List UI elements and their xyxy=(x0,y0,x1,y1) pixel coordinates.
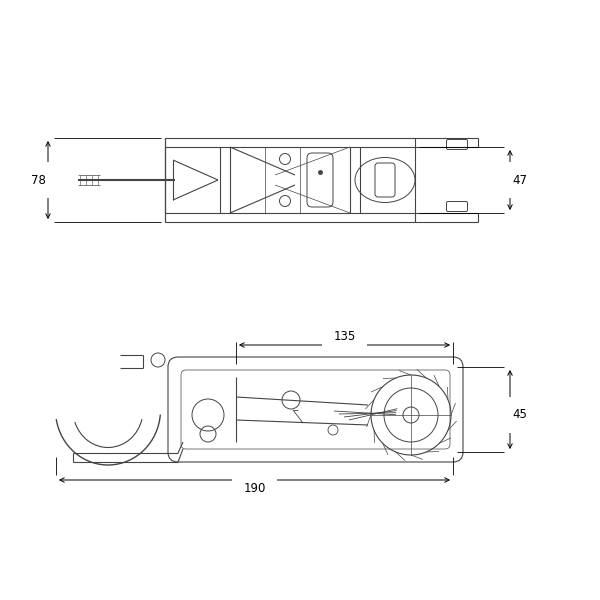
Text: 45: 45 xyxy=(512,409,527,421)
Text: 190: 190 xyxy=(244,482,266,496)
Circle shape xyxy=(280,196,290,206)
FancyBboxPatch shape xyxy=(446,202,467,211)
FancyBboxPatch shape xyxy=(446,139,467,149)
Text: 135: 135 xyxy=(334,329,356,343)
Text: 47: 47 xyxy=(512,173,527,187)
Circle shape xyxy=(280,154,290,164)
FancyBboxPatch shape xyxy=(307,153,333,207)
Text: 78: 78 xyxy=(31,173,46,187)
FancyBboxPatch shape xyxy=(375,163,395,197)
